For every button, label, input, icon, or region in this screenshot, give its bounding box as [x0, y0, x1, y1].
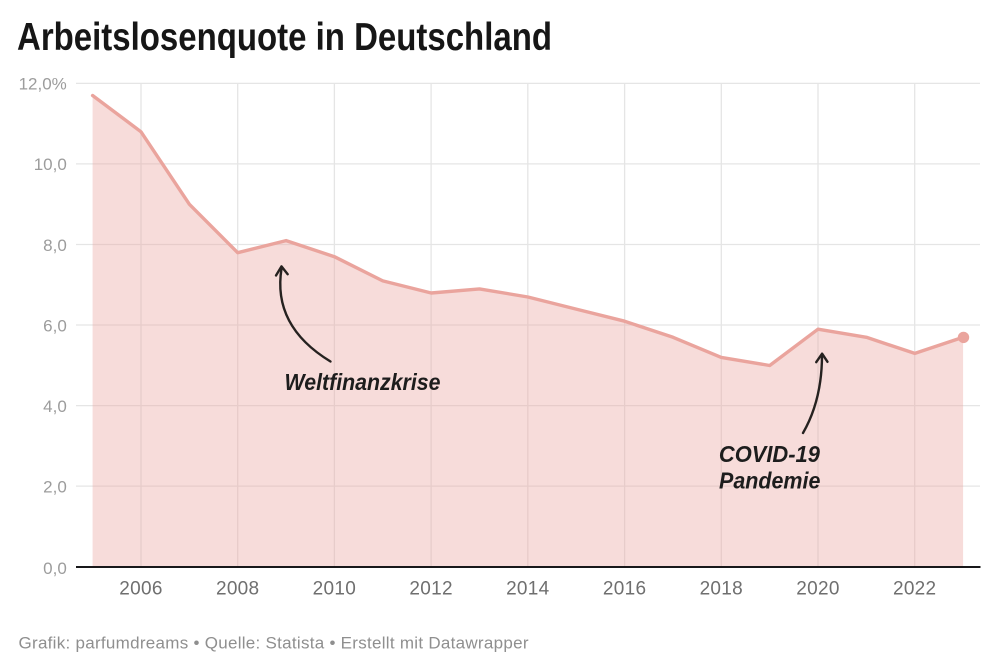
svg-text:4,0: 4,0	[43, 397, 67, 416]
svg-text:0,0: 0,0	[43, 559, 67, 578]
svg-text:2020: 2020	[796, 579, 839, 600]
svg-text:Grafik: parfumdreams • Quelle:: Grafik: parfumdreams • Quelle: Statista …	[19, 634, 529, 653]
svg-text:2022: 2022	[893, 579, 936, 600]
svg-text:2014: 2014	[506, 579, 550, 600]
svg-text:2010: 2010	[313, 579, 356, 600]
svg-text:2008: 2008	[216, 579, 259, 600]
svg-text:COVID-19: COVID-19	[719, 441, 820, 467]
svg-text:Weltfinanzkrise: Weltfinanzkrise	[285, 369, 441, 395]
svg-text:8,0: 8,0	[43, 236, 67, 255]
svg-text:10,0: 10,0	[34, 155, 67, 174]
svg-text:2012: 2012	[409, 579, 452, 600]
svg-text:2,0: 2,0	[43, 477, 67, 496]
svg-text:2006: 2006	[119, 579, 162, 600]
svg-text:2016: 2016	[603, 579, 646, 600]
svg-text:12,0%: 12,0%	[19, 75, 67, 94]
svg-text:6,0: 6,0	[43, 316, 67, 335]
svg-text:Pandemie: Pandemie	[719, 468, 821, 494]
svg-text:Arbeitslosenquote in Deutschla: Arbeitslosenquote in Deutschland	[17, 16, 552, 59]
svg-text:2018: 2018	[700, 579, 743, 600]
